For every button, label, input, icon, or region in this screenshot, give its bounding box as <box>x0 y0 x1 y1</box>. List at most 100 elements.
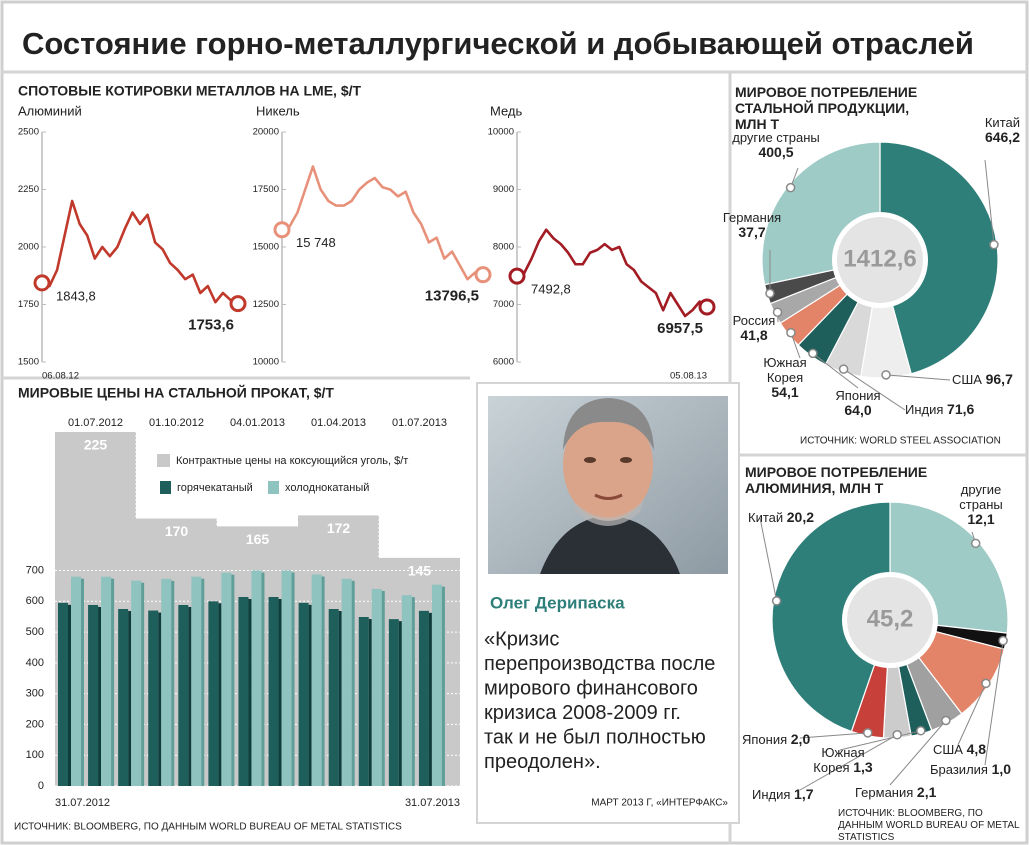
slice-name: Южная Корея <box>813 745 865 775</box>
y-tick-label: 1500 <box>18 357 39 368</box>
y-tick-label: 10000 <box>253 357 279 368</box>
pie-label: Южная Корея 54,1 <box>754 355 816 400</box>
bar <box>401 595 412 786</box>
bar <box>88 604 99 786</box>
bar-side <box>188 606 192 786</box>
slice-name: Япония <box>742 732 788 747</box>
slice-value: 2,1 <box>916 784 937 800</box>
y-tick-label: 7000 <box>493 299 514 310</box>
y-tick-label: 2500 <box>18 127 39 138</box>
pie-title: МИРОВОЕ ПОТРЕБЛЕНИЕ СТАЛЬНОЙ ПРОДУКЦИИ, … <box>735 84 918 132</box>
bar <box>281 570 292 786</box>
y-tick-label: 500 <box>26 626 44 638</box>
coal-date: 04.01.2013 <box>230 417 285 429</box>
y-tick-label: 17500 <box>253 184 279 195</box>
pie-label: Индия 1,7 <box>752 787 832 803</box>
leader-dot <box>771 596 782 606</box>
quote-source: МАРТ 2013 Г, «ИНТЕРФАКС» <box>591 798 728 809</box>
y-tick-label: 8000 <box>493 242 514 253</box>
slice-name: США <box>952 372 982 387</box>
y-tick-label: 200 <box>26 718 44 730</box>
coal-step <box>136 518 217 786</box>
section-title: СПОТОВЫЕ КОТИРОВКИ МЕТАЛЛОВ НА LME, $/Т <box>18 83 362 99</box>
bar-side <box>321 576 325 786</box>
bar <box>191 576 202 786</box>
slice-name: Китай <box>984 115 1020 130</box>
coal-value: 225 <box>84 437 108 453</box>
line <box>41 199 239 305</box>
slice-name: Россия <box>732 313 776 328</box>
pie-label: другие страны 400,5 <box>722 130 830 160</box>
coal-date: 01.04.2013 <box>311 417 366 429</box>
quote-line: перепроизводства после <box>484 653 715 675</box>
slice-value: 96,7 <box>985 371 1013 387</box>
slice-name: другие страны <box>732 130 820 145</box>
bar-side <box>351 580 355 786</box>
leader-dot <box>785 182 796 193</box>
slice-name: Индия <box>752 787 791 802</box>
y-tick-label: 2000 <box>18 242 39 253</box>
bar-side <box>261 572 265 786</box>
coal-value: 172 <box>327 520 351 536</box>
leader-line <box>759 517 778 602</box>
bar-side <box>428 612 432 786</box>
leader-line <box>889 720 947 786</box>
bar-side <box>201 578 205 786</box>
bar <box>71 576 81 786</box>
chart-title: Никель <box>256 103 300 118</box>
chart-title: Медь <box>490 103 523 118</box>
bar <box>208 601 219 786</box>
quote-line: мирового финансового <box>484 677 698 699</box>
leader-dot <box>941 715 951 726</box>
x-tick-label: 06.08.12 <box>42 371 79 382</box>
bar <box>388 619 399 786</box>
bar <box>178 604 189 786</box>
quote-line: так и не был полностью <box>484 726 706 748</box>
bar <box>131 580 142 786</box>
pie-label: Бразилия 1,0 <box>930 762 1025 778</box>
coal-value: 165 <box>246 531 270 547</box>
slice-value: 64,0 <box>844 402 872 418</box>
value-label: 13796,5 <box>425 288 479 305</box>
pie-center <box>847 577 933 663</box>
leader-line <box>812 352 859 389</box>
bar-side <box>381 590 385 786</box>
y-tick-label: 400 <box>26 657 44 669</box>
leader-dot <box>998 635 1008 646</box>
leader-dot <box>916 726 926 736</box>
bar <box>101 576 112 786</box>
quote-line: преодолен». <box>484 751 601 773</box>
value-label: 1753,6 <box>188 317 234 334</box>
pie-label: Китай 646,2 <box>945 115 1020 145</box>
end-marker <box>229 295 247 313</box>
end-marker <box>33 274 51 292</box>
pie-label: Россия 41,8 <box>728 313 780 343</box>
leader-dot <box>863 728 873 738</box>
quote-line: кризиса 2008-2009 гг. <box>484 702 681 724</box>
legend-swatch <box>157 454 170 467</box>
x-tick-label: 05.08.13 <box>670 371 707 382</box>
slice-name: другие страны <box>959 482 1003 512</box>
slice-name: Южная Корея <box>763 355 807 385</box>
chart-title: Алюминий <box>18 103 82 118</box>
value-label: 6957,5 <box>657 320 703 337</box>
pie-label: США 4,8 <box>933 742 1013 758</box>
slice-value: 2,0 <box>790 731 811 747</box>
legend-label: холоднокатаный <box>285 482 369 494</box>
y-tick-label: 20000 <box>253 127 279 138</box>
bar-side <box>411 597 415 786</box>
end-marker <box>474 266 492 284</box>
photo <box>488 396 728 574</box>
leader-line <box>839 730 921 751</box>
bar <box>311 574 322 786</box>
slice-name: Индия <box>905 402 944 417</box>
x-tick-label: 31.07.2012 <box>55 797 110 809</box>
y-tick-label: 15000 <box>253 242 279 253</box>
bar-side <box>141 582 145 786</box>
end-marker <box>508 267 526 285</box>
pie-label: Япония 64,0 <box>828 388 888 418</box>
leader-line <box>957 683 987 746</box>
slice-value: 400,5 <box>758 144 794 160</box>
